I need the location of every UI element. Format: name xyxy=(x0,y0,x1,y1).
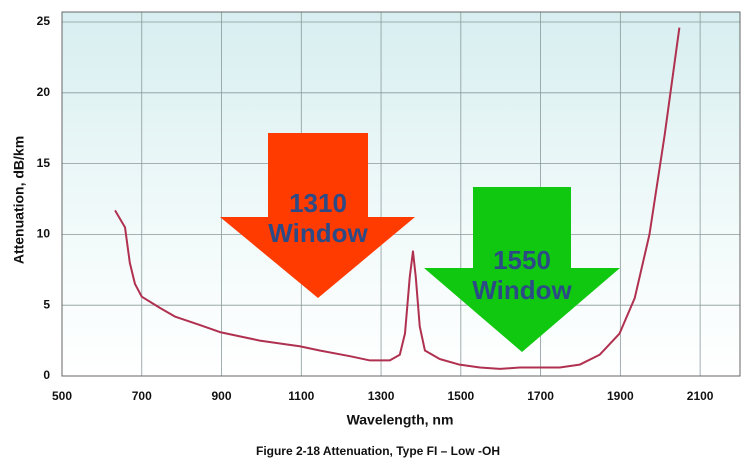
annotation-text: Window xyxy=(472,275,572,305)
y-tick-label: 10 xyxy=(37,227,51,241)
line xyxy=(114,27,681,370)
x-axis-label: Wavelength, nm xyxy=(347,412,454,428)
annotation-text: 1550 xyxy=(493,245,551,275)
y-axis-label: Attenuation, dB/km xyxy=(11,136,27,264)
y-tick-label: 20 xyxy=(37,85,51,99)
x-tick-label: 1700 xyxy=(527,389,554,403)
arrow xyxy=(424,187,620,352)
x-tick-label: 1900 xyxy=(607,389,634,403)
y-tick-label: 5 xyxy=(43,297,50,311)
plot-frame xyxy=(61,11,741,377)
y-tick-label: 15 xyxy=(37,156,51,170)
x-tick-label: 2100 xyxy=(687,389,714,403)
x-tick-label: 1300 xyxy=(368,389,395,403)
arrow xyxy=(220,133,415,298)
y-tick-label: 25 xyxy=(37,14,51,28)
caption: Figure 2-18 Attenuation, Type FI – Low -… xyxy=(256,444,500,458)
annotation-text: 1310 xyxy=(289,188,347,218)
y-tick-label: 0 xyxy=(43,368,50,382)
x-tick-label: 900 xyxy=(212,389,232,403)
x-tick-label: 700 xyxy=(132,389,152,403)
marks xyxy=(114,27,681,370)
plot-area xyxy=(62,12,740,376)
x-tick-label: 500 xyxy=(52,389,72,403)
annotation-text: Window xyxy=(268,218,368,248)
x-tick-label: 1500 xyxy=(447,389,474,403)
x-tick-label: 1100 xyxy=(288,389,314,403)
